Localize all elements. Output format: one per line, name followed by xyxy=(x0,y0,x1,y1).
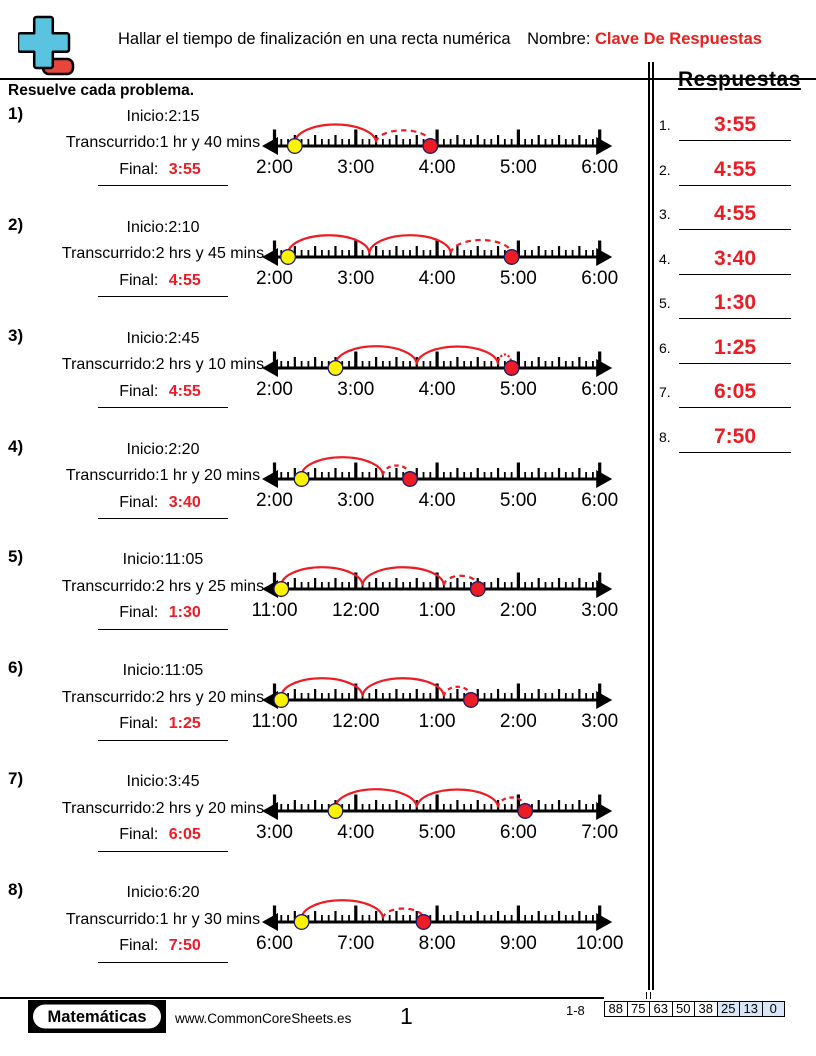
svg-text:6:00: 6:00 xyxy=(581,268,618,289)
svg-text:5:00: 5:00 xyxy=(500,157,537,178)
svg-text:3:00: 3:00 xyxy=(581,600,618,621)
svg-text:11:00: 11:00 xyxy=(251,711,297,732)
svg-text:8:00: 8:00 xyxy=(419,933,456,954)
svg-text:5:00: 5:00 xyxy=(500,379,537,400)
svg-text:3:00: 3:00 xyxy=(337,379,374,400)
svg-text:6:00: 6:00 xyxy=(500,822,537,843)
svg-text:4:00: 4:00 xyxy=(419,157,456,178)
svg-text:1:00: 1:00 xyxy=(419,600,456,621)
svg-text:2:00: 2:00 xyxy=(256,489,293,510)
svg-text:6:00: 6:00 xyxy=(581,379,618,400)
svg-text:Matemáticas: Matemáticas xyxy=(47,1008,146,1026)
svg-text:4:00: 4:00 xyxy=(419,489,456,510)
svg-text:4:00: 4:00 xyxy=(419,268,456,289)
svg-text:5:00: 5:00 xyxy=(419,822,456,843)
svg-text:3:00: 3:00 xyxy=(337,157,374,178)
svg-text:7:00: 7:00 xyxy=(337,933,374,954)
svg-text:4:00: 4:00 xyxy=(419,379,456,400)
svg-text:2:00: 2:00 xyxy=(256,379,293,400)
svg-text:7:00: 7:00 xyxy=(581,822,618,843)
svg-text:3:00: 3:00 xyxy=(256,822,293,843)
svg-text:12:00: 12:00 xyxy=(332,600,380,621)
svg-text:6:00: 6:00 xyxy=(581,157,618,178)
svg-text:1:00: 1:00 xyxy=(419,711,456,732)
svg-text:3:00: 3:00 xyxy=(337,268,374,289)
svg-text:2:00: 2:00 xyxy=(256,268,293,289)
svg-text:2:00: 2:00 xyxy=(500,600,537,621)
svg-text:5:00: 5:00 xyxy=(500,268,537,289)
svg-text:6:00: 6:00 xyxy=(256,933,293,954)
svg-text:2:00: 2:00 xyxy=(256,157,293,178)
svg-text:11:00: 11:00 xyxy=(251,600,297,621)
svg-text:2:00: 2:00 xyxy=(500,711,537,732)
svg-text:3:00: 3:00 xyxy=(337,489,374,510)
svg-text:12:00: 12:00 xyxy=(332,711,380,732)
svg-text:6:00: 6:00 xyxy=(581,489,618,510)
svg-text:10:00: 10:00 xyxy=(576,933,624,954)
svg-text:9:00: 9:00 xyxy=(500,933,537,954)
svg-text:4:00: 4:00 xyxy=(337,822,374,843)
svg-text:5:00: 5:00 xyxy=(500,489,537,510)
svg-text:3:00: 3:00 xyxy=(581,711,618,732)
